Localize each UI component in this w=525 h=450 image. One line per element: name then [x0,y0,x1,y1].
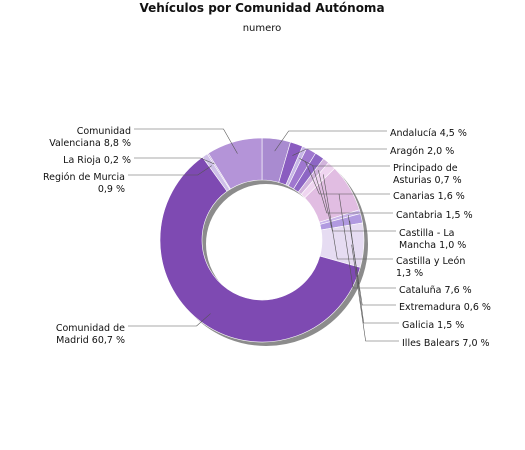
leader-line-cantabria [312,165,393,214]
leader-line-aragon [292,148,387,156]
leader-line-principado-de-asturias [299,158,390,167]
slice-comunidad-valenciana [207,137,263,190]
slice-label-cantabria: Cantabria 1,5 % [396,210,473,221]
chart-title: Vehículos por Comunidad Autónoma [139,1,384,15]
slice-label-castilla-y-leon: Castilla y León 1,3 % [396,256,465,279]
slice-label-principado-de-asturias: Principado de Asturias 0,7 % [393,163,462,186]
slice-label-illes-balears: Illes Balears 7,0 % [402,338,490,349]
label-group: Andalucía 4,5 % Aragón 2,0 % Principado de… [43,126,491,349]
slice-comunidad-de-madrid [159,156,361,343]
leader-line-comunidad-valenciana [134,128,238,154]
slice-label-andalucia: Andalucía 4,5 % [390,128,467,139]
leader-line-illes-balears [351,244,399,342]
slice-label-castilla-la-mancha: Castilla - La Mancha 1,0 % [399,228,466,251]
slice-label-extremadura: Extremadura 0,6 % [399,302,491,313]
slice-label-aragon: Aragón 2,0 % [390,146,454,157]
leader-line-canarias [305,161,390,195]
slice-label-canarias: Canarias 1,6 % [393,191,465,202]
slice-label-comunidad-valenciana: Comunidad Valenciana 8,8 % [49,126,131,149]
leader-line-cataluna [338,193,396,289]
leader-line-andalucia [274,130,387,152]
slice-label-galicia: Galicia 1,5 % [402,320,464,331]
leader-line-galicia [349,220,399,324]
slice-label-comunidad-de-madrid: Comunidad de Madrid 60,7 % [56,323,125,346]
slice-label-la-rioja: La Rioja 0,2 % [63,155,131,166]
slice-label-cataluna: Cataluña 7,6 % [399,285,472,296]
chart-subtitle: numero [243,23,282,34]
leader-line-la-rioja [134,157,215,165]
leader-line-comunidad-de-madrid [128,313,211,327]
slice-group [159,137,368,346]
slice-label-region-de-murcia: Región de Murcia 0,9 % [43,172,125,195]
leader-line-castilla-y-leon [322,174,393,260]
leader-line-region-de-murcia [128,165,212,176]
